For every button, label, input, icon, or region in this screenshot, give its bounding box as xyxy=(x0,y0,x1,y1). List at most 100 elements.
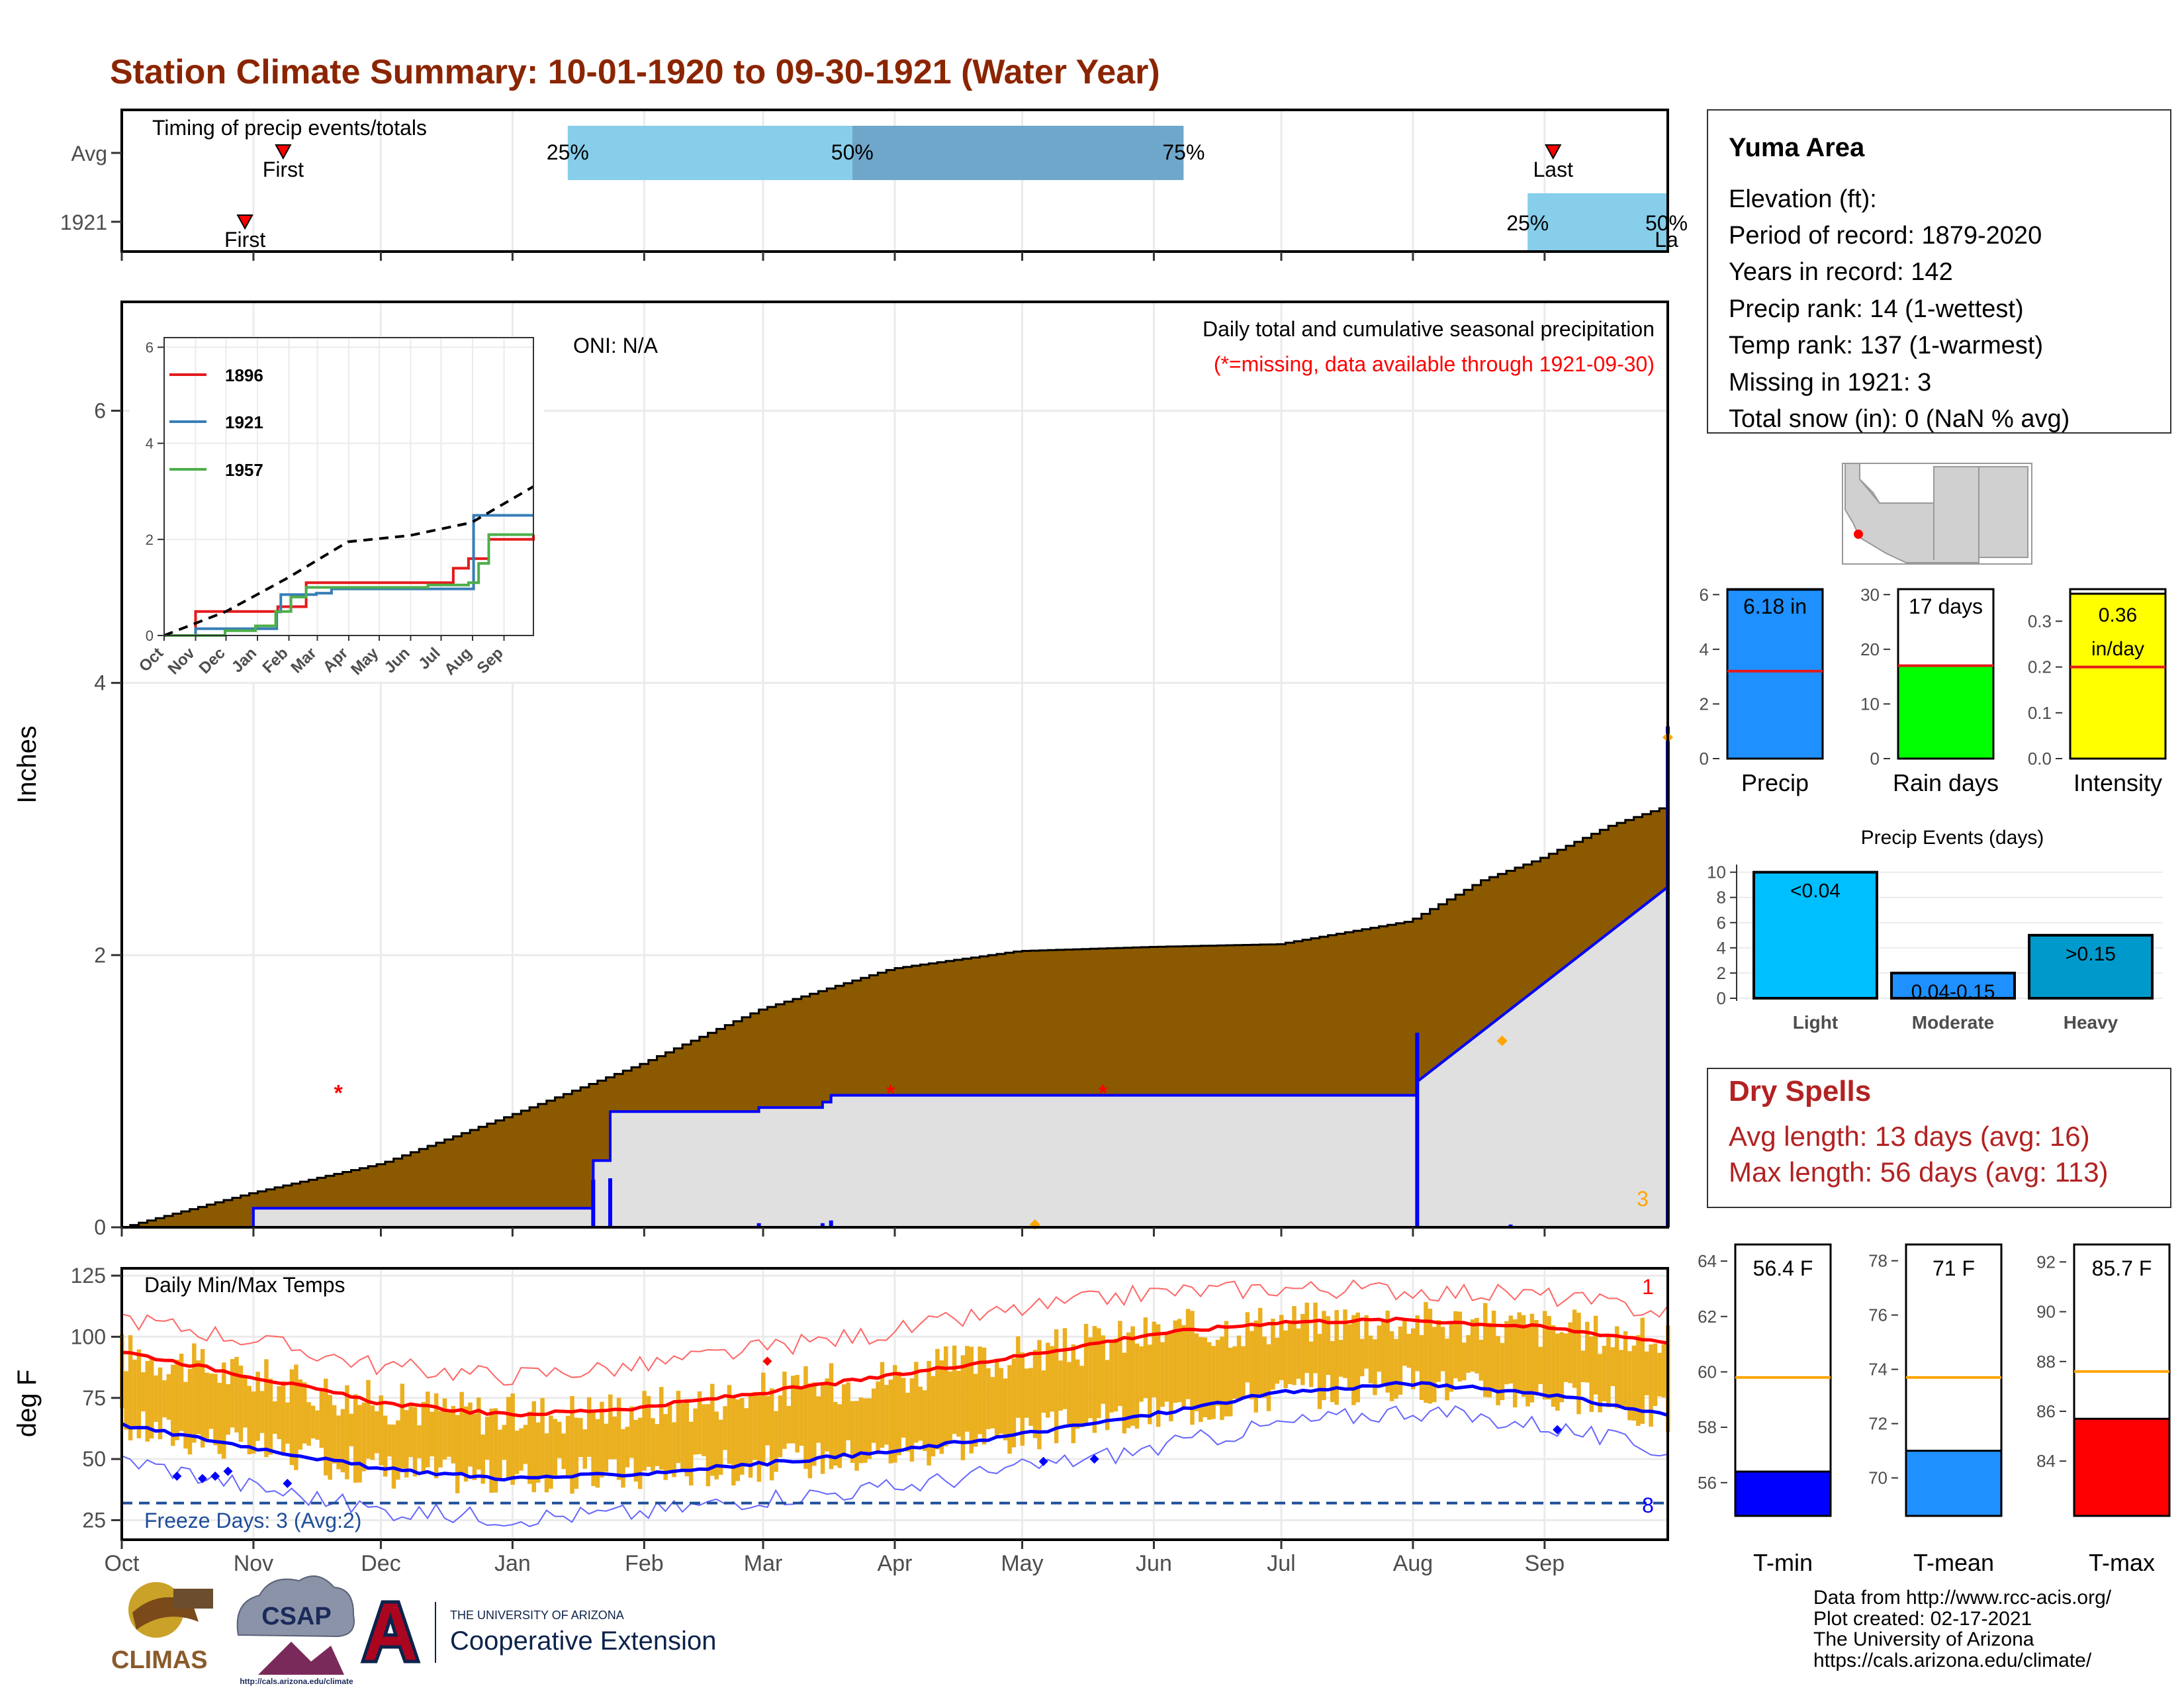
yr-q25-q50-bar xyxy=(1527,193,1668,250)
daily-temp-bar xyxy=(1623,1331,1628,1408)
summary-ytick-label: 6 xyxy=(1700,585,1709,604)
daily-temp-bar xyxy=(744,1408,749,1466)
map-state-borders xyxy=(1859,467,1979,560)
daily-temp-bar xyxy=(1657,1352,1662,1397)
daily-temp-bar xyxy=(1190,1311,1195,1425)
daily-temp-bar xyxy=(1148,1344,1152,1425)
daily-temp-bar xyxy=(243,1374,248,1428)
daily-temp-bar xyxy=(1381,1320,1386,1387)
daily-temp-bar xyxy=(655,1424,660,1466)
daily-temp-bar xyxy=(553,1419,558,1479)
summary-ytick-label: 20 xyxy=(1860,639,1880,659)
daily-temp-bar xyxy=(705,1404,711,1487)
daily-temp-bar xyxy=(1491,1310,1496,1389)
daily-temp-bar xyxy=(484,1417,490,1460)
daily-temp-bar xyxy=(1517,1312,1522,1393)
daily-temp-bar xyxy=(909,1378,915,1462)
events-bar-label: >0.15 xyxy=(2066,943,2116,965)
daily-temp-bar xyxy=(723,1406,727,1450)
daily-temp-bar xyxy=(565,1415,570,1477)
daily-temp-bar xyxy=(1326,1316,1331,1375)
daily-temp-bar xyxy=(527,1411,532,1484)
climas-wordmark: CLIMAS xyxy=(111,1646,208,1674)
daily-temp-bar xyxy=(1101,1335,1105,1404)
daily-temp-bar xyxy=(1334,1309,1339,1405)
daily-temp-bar xyxy=(557,1421,562,1458)
daily-temp-bar xyxy=(812,1382,817,1466)
daily-temp-bar xyxy=(544,1433,549,1493)
ua-logo: THE UNIVERSITY OF ARIZONA Cooperative Ex… xyxy=(360,1600,716,1664)
daily-temp-bar xyxy=(956,1370,961,1437)
summary-bar-1 xyxy=(1897,665,1995,760)
daily-temp-bar xyxy=(1364,1315,1369,1369)
summary-ytick-label: 10 xyxy=(1860,694,1880,714)
daily-temp-bar xyxy=(931,1376,936,1457)
daily-temp-bar xyxy=(922,1390,927,1451)
daily-temp-bar xyxy=(816,1396,821,1443)
daily-temp-bar xyxy=(1389,1331,1394,1401)
daily-temp-bar xyxy=(1555,1333,1560,1411)
daily-temp-bar xyxy=(837,1404,842,1468)
precip-x-axis-ticks xyxy=(120,1227,1546,1237)
daily-temp-bar xyxy=(1432,1327,1437,1403)
daily-temp-bar xyxy=(531,1401,537,1493)
avg-q25-label: 25% xyxy=(547,140,589,164)
events-ytick-label: 0 xyxy=(1717,988,1726,1008)
temp-panel-title: Daily Min/Max Temps xyxy=(144,1273,345,1297)
daily-temp-bar xyxy=(523,1425,528,1464)
daily-temp-bar xyxy=(1483,1303,1488,1397)
month-label: Sep xyxy=(1525,1551,1565,1576)
daily-temp-bar xyxy=(480,1434,485,1484)
summary-name-label: Rain days xyxy=(1893,769,1999,796)
daily-temp-bar xyxy=(383,1415,388,1477)
daily-temp-bar xyxy=(472,1413,477,1480)
daily-temp-bar xyxy=(1606,1335,1611,1407)
daily-temp-bar xyxy=(786,1405,792,1444)
daily-temp-bar xyxy=(255,1372,260,1441)
daily-temp-bar xyxy=(200,1349,205,1448)
daily-temp-bar xyxy=(629,1406,634,1458)
daily-precip-bar xyxy=(756,1223,761,1227)
temp-summary-ytick-label: 74 xyxy=(1868,1360,1888,1380)
temp-bottom-count: 8 xyxy=(1642,1493,1654,1517)
daily-temp-bar xyxy=(1614,1326,1619,1409)
temp-summary-value-label: 85.7 F xyxy=(2092,1256,2152,1280)
daily-temp-bar xyxy=(927,1360,931,1466)
dry-spells-frame xyxy=(1707,1068,2171,1208)
daily-temp-bar xyxy=(387,1424,392,1457)
daily-temp-bar xyxy=(688,1421,694,1486)
month-label: Jul xyxy=(1267,1551,1295,1576)
daily-temp-bar xyxy=(361,1402,367,1472)
daily-temp-bar xyxy=(1287,1321,1293,1385)
dry-spells-title: Dry Spells xyxy=(1729,1075,1871,1107)
daily-temp-bar xyxy=(1627,1351,1632,1421)
events-category-label: Light xyxy=(1793,1012,1838,1033)
events-ytick-label: 4 xyxy=(1717,938,1726,958)
month-label: May xyxy=(1001,1551,1043,1576)
daily-temp-bar xyxy=(1631,1345,1637,1421)
daily-temp-bar xyxy=(1322,1311,1326,1401)
daily-temp-bar xyxy=(1406,1334,1412,1368)
daily-temp-bar xyxy=(1088,1337,1093,1419)
daily-temp-bar xyxy=(179,1353,184,1431)
daily-temp-bar xyxy=(1139,1346,1144,1402)
daily-temp-bar xyxy=(549,1415,553,1489)
info-period: Period of record: 1879-2020 xyxy=(1729,222,2042,250)
climas-emblem-cloud xyxy=(173,1589,213,1609)
events-bar-label: <0.04 xyxy=(1790,880,1841,902)
daily-temp-bar xyxy=(765,1395,770,1446)
locator-map xyxy=(1842,463,2032,565)
csap-mountain-icon xyxy=(258,1642,344,1675)
record-low-marker xyxy=(1038,1456,1048,1466)
daily-temp-bar xyxy=(1224,1321,1229,1417)
daily-temp-bar xyxy=(986,1368,991,1429)
daily-temp-bar xyxy=(748,1393,753,1478)
timing-row-avg: Avg xyxy=(71,142,107,165)
daily-temp-bar xyxy=(616,1397,621,1480)
daily-temp-bar xyxy=(302,1382,307,1444)
daily-temp-bar xyxy=(918,1386,923,1441)
daily-temp-bar xyxy=(519,1428,523,1471)
yr-first-marker xyxy=(236,214,253,230)
month-label: Oct xyxy=(105,1551,140,1576)
